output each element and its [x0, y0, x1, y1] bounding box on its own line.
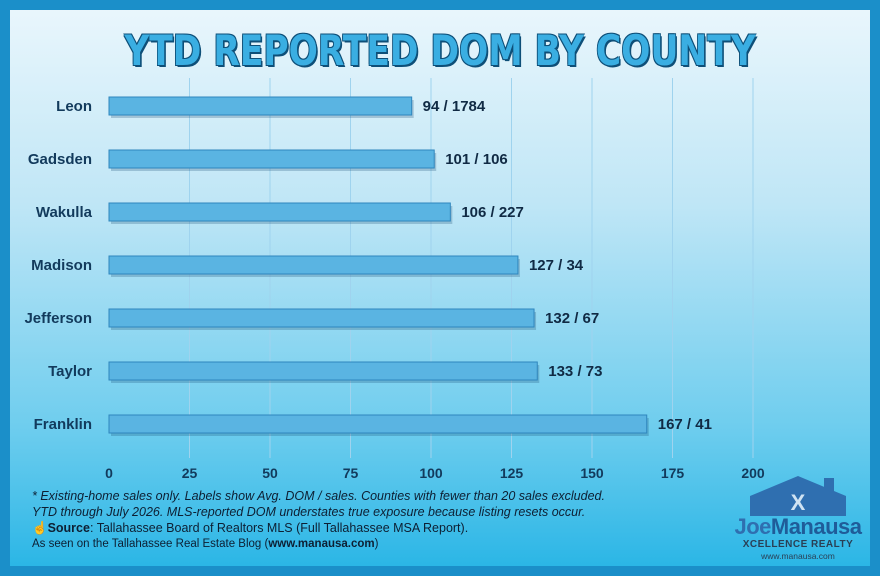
- category-label: Franklin: [34, 416, 92, 433]
- seen-prefix: As seen on the Tallahassee Real Estate B…: [32, 538, 269, 550]
- value-label: 132 / 67: [545, 310, 599, 327]
- bar-taylor: [108, 361, 538, 381]
- chart-frame: YTD REPORTED DOM BY COUNTY Leon Gadsden Wa…: [10, 10, 870, 566]
- value-label: 167 / 41: [658, 416, 712, 433]
- x-tick-label: 25: [182, 465, 198, 481]
- svg-text:X: X: [791, 490, 806, 515]
- value-label: 106 / 227: [461, 204, 524, 221]
- category-labels: Leon Gadsden Wakulla Madison Jefferson Taylor…: [24, 98, 92, 433]
- logo-last: Manausa: [770, 514, 862, 539]
- value-labels: 94 / 1784 101 / 106 106 / 227 127 / 34 132 /…: [423, 98, 712, 433]
- value-label: 127 / 34: [529, 257, 584, 274]
- logo-url: www.manausa.com: [761, 551, 835, 561]
- x-tick-label: 175: [661, 465, 685, 481]
- bar-gadsden: [108, 149, 435, 169]
- x-tick-label: 125: [500, 465, 524, 481]
- category-label: Jefferson: [24, 310, 92, 327]
- bar-wakulla: [108, 202, 451, 222]
- bar-chart: Leon Gadsden Wakulla Madison Jefferson Taylor…: [24, 78, 765, 481]
- category-label: Madison: [31, 257, 92, 274]
- brand-logo: X JoeManausa XCELLENCE REALTY www.manaus…: [728, 472, 868, 564]
- chart-title: YTD REPORTED DOM BY COUNTY: [124, 26, 756, 75]
- blog-link[interactable]: www.manausa.com: [268, 538, 375, 550]
- source-label: Source: [47, 521, 90, 535]
- category-label: Gadsden: [28, 151, 92, 168]
- bar-franklin: [108, 414, 648, 434]
- source-icon: ☝: [32, 521, 48, 535]
- x-tick-label: 0: [105, 465, 113, 481]
- logo-wordmark: JoeManausa: [728, 514, 868, 540]
- bars: [108, 96, 649, 436]
- x-tick-label: 100: [419, 465, 443, 481]
- footnote-line-1: * Existing-home sales only. Labels show …: [32, 489, 605, 503]
- x-tick-label: 200: [741, 465, 765, 481]
- footnote-line-2: YTD through July 2026. MLS-reported DOM …: [32, 505, 586, 519]
- footnotes: * Existing-home sales only. Labels show …: [32, 488, 672, 552]
- source-line: ☝Source: Tallahassee Board of Realtors M…: [32, 520, 672, 536]
- logo-first: Joe: [734, 514, 771, 539]
- bar-jefferson: [108, 308, 535, 328]
- x-tick-label: 50: [262, 465, 278, 481]
- logo-tagline: XCELLENCE REALTY: [742, 539, 854, 550]
- bar-madison: [108, 255, 519, 275]
- category-label: Taylor: [48, 363, 92, 380]
- value-label: 133 / 73: [548, 363, 602, 380]
- bar-leon: [108, 96, 413, 116]
- x-tick-label: 75: [343, 465, 359, 481]
- x-tick-labels: 0 25 50 75 100 125 150 175 200: [105, 465, 765, 481]
- value-label: 94 / 1784: [423, 98, 486, 115]
- house-icon: X: [750, 476, 846, 516]
- seen-on-line: As seen on the Tallahassee Real Estate B…: [32, 536, 672, 552]
- value-label: 101 / 106: [445, 151, 508, 168]
- category-label: Wakulla: [36, 204, 93, 221]
- category-label: Leon: [56, 98, 92, 115]
- x-tick-label: 150: [580, 465, 604, 481]
- seen-suffix: ): [374, 538, 379, 550]
- source-text: : Tallahassee Board of Realtors MLS (Ful…: [89, 521, 469, 535]
